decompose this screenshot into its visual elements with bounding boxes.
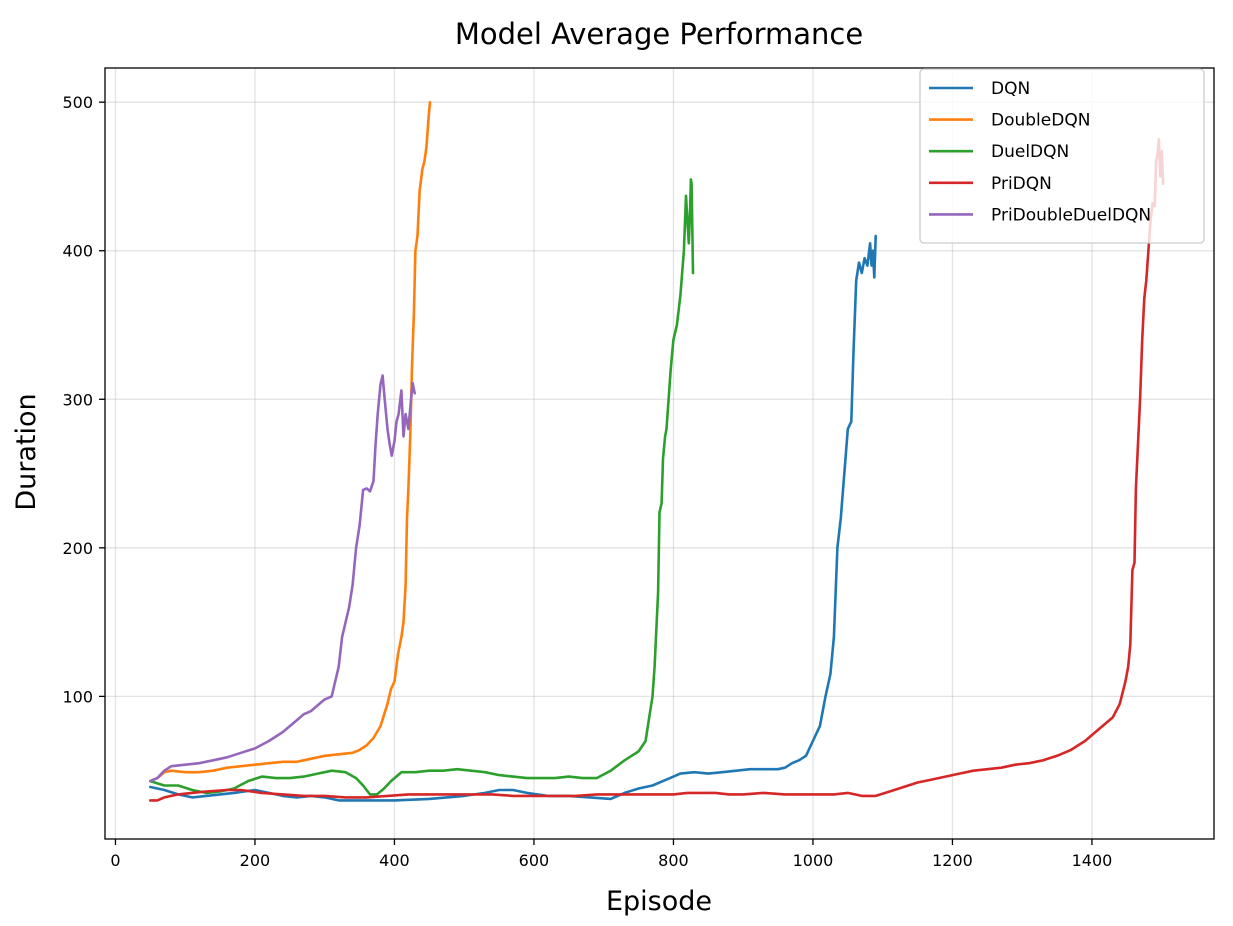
plot-area-frame (104, 67, 1215, 840)
x-tick-label: 1200 (932, 851, 973, 870)
x-tick-label: 400 (379, 851, 410, 870)
axis-ticks: 0 200 400 600 800 1000 1200 1400 100 200 300 400 500 (62, 93, 1112, 870)
series-line-doubledqn (149, 100, 432, 783)
y-axis-title: Duration (11, 393, 42, 510)
legend-label-dqn: DQN (991, 79, 1030, 99)
series-lines (149, 100, 1165, 802)
x-tick-label: 200 (240, 851, 271, 870)
y-tick-label: 100 (62, 687, 93, 706)
legend-label-doubledqn: DoubleDQN (991, 111, 1090, 131)
series-line-dueldqn (149, 178, 695, 796)
y-tick-label: 200 (62, 539, 93, 558)
y-tick-label: 500 (62, 93, 93, 112)
series-line-pridqn (149, 138, 1165, 802)
y-tick-label: 300 (62, 390, 93, 409)
legend-label-pridqn: PriDQN (991, 174, 1052, 194)
x-tick-label: 0 (110, 851, 120, 870)
x-tick-label: 600 (519, 851, 550, 870)
legend: DQN DoubleDQN DuelDQN PriDQN PriDoubleDuelDQ… (919, 68, 1205, 244)
legend-box (919, 68, 1205, 244)
series-line-pridoubledueldqn (149, 374, 416, 783)
chart-title: Model Average Performance (455, 17, 863, 51)
y-tick-label: 400 (62, 242, 93, 261)
x-tick-label: 800 (658, 851, 689, 870)
legend-label-dueldqn: DuelDQN (991, 142, 1069, 162)
x-tick-label: 1000 (793, 851, 834, 870)
x-axis-title: Episode (606, 886, 712, 917)
legend-label-pridoubledueldqn: PriDoubleDuelDQN (991, 205, 1151, 225)
x-tick-label: 1400 (1072, 851, 1113, 870)
